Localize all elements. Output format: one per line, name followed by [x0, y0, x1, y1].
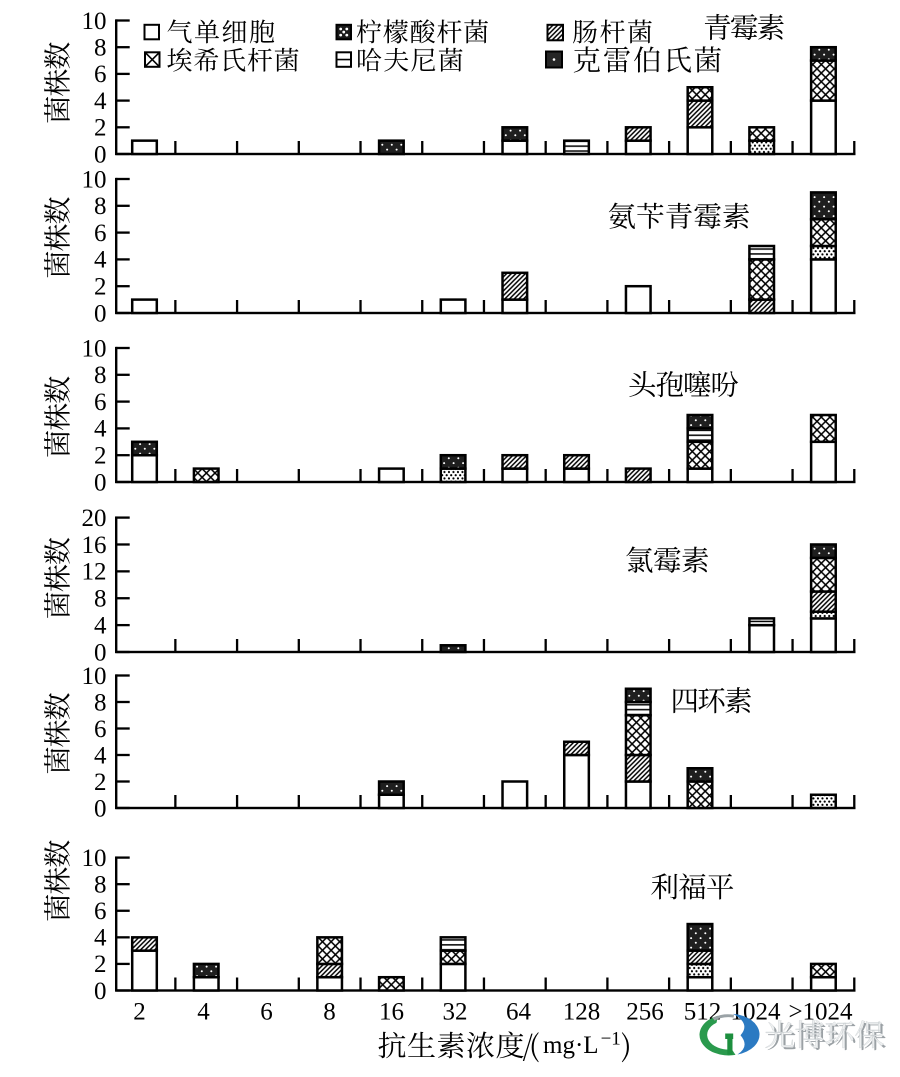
svg-text:0: 0	[94, 795, 107, 822]
svg-text:2: 2	[133, 999, 146, 1026]
svg-text:4: 4	[94, 416, 107, 443]
svg-text:0: 0	[94, 469, 107, 496]
svg-text:0: 0	[94, 300, 107, 327]
svg-text:6: 6	[94, 716, 107, 743]
svg-text:4: 4	[94, 612, 107, 639]
svg-text:8: 8	[94, 689, 107, 716]
svg-text:20: 20	[82, 505, 107, 532]
svg-text:10: 10	[82, 845, 107, 872]
svg-text:mg·L: mg·L	[543, 1032, 599, 1059]
svg-text:8: 8	[94, 586, 107, 613]
svg-text:4: 4	[94, 88, 107, 115]
svg-text:12: 12	[82, 559, 107, 586]
svg-text:4: 4	[197, 999, 210, 1026]
svg-text:6: 6	[94, 898, 107, 925]
svg-text:>1024: >1024	[788, 999, 853, 1026]
svg-text:6: 6	[94, 61, 107, 88]
svg-text:256: 256	[626, 999, 664, 1026]
svg-text:2: 2	[94, 115, 107, 142]
svg-text:8: 8	[94, 362, 107, 389]
svg-text:6: 6	[94, 220, 107, 247]
svg-text:2: 2	[94, 951, 107, 978]
svg-text:10: 10	[82, 663, 107, 690]
svg-text:128: 128	[563, 999, 601, 1026]
svg-text:−1: −1	[601, 1029, 621, 1050]
svg-text:0: 0	[94, 141, 107, 168]
svg-text:0: 0	[94, 978, 107, 1005]
svg-text:2: 2	[94, 443, 107, 470]
svg-text:8: 8	[94, 871, 107, 898]
svg-text:8: 8	[94, 193, 107, 220]
svg-text:16: 16	[379, 999, 404, 1026]
svg-text:16: 16	[82, 532, 107, 559]
svg-text:2: 2	[94, 769, 107, 796]
svg-text:8: 8	[94, 35, 107, 62]
svg-text:4: 4	[94, 742, 107, 769]
svg-text:0: 0	[94, 639, 107, 666]
svg-text:4: 4	[94, 247, 107, 274]
svg-text:64: 64	[506, 999, 532, 1026]
svg-text:8: 8	[323, 999, 336, 1026]
svg-text:10: 10	[82, 335, 107, 362]
svg-text:10: 10	[82, 8, 107, 35]
svg-text:32: 32	[443, 999, 468, 1026]
svg-text:4: 4	[94, 925, 107, 952]
svg-text:2: 2	[94, 274, 107, 301]
svg-text:6: 6	[94, 389, 107, 416]
svg-text:1024: 1024	[731, 999, 782, 1026]
svg-text:6: 6	[260, 999, 273, 1026]
svg-text:10: 10	[82, 166, 107, 193]
